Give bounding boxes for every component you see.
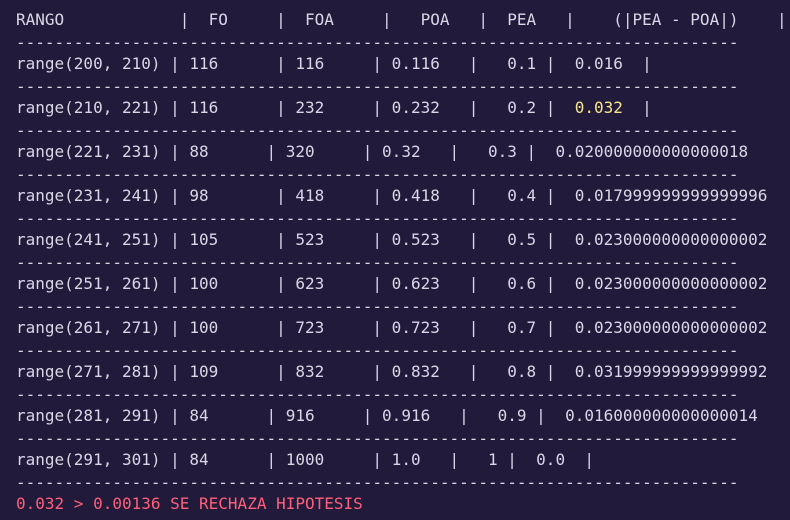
separator: ----------------------------------------… xyxy=(16,209,739,228)
table-row: range(271, 281) | 109 | 832 | 0.832 | 0.… xyxy=(16,362,768,381)
separator: ----------------------------------------… xyxy=(16,297,739,316)
separator: ----------------------------------------… xyxy=(16,165,739,184)
table-row: range(221, 231) | 88 | 320 | 0.32 | 0.3 … xyxy=(16,142,749,161)
diff-value: 0.017999999999999996 xyxy=(574,186,768,205)
table-row: range(210, 221) | 116 | 232 | 0.232 | 0.… xyxy=(16,98,652,117)
table-header: RANGO | FO | FOA | POA | PEA | (|PEA - P… xyxy=(16,10,787,29)
table-row: range(241, 251) | 105 | 523 | 0.523 | 0.… xyxy=(16,230,768,249)
diff-value: 0.0 xyxy=(536,450,566,469)
highlighted-max-value: 0.032 xyxy=(574,98,623,117)
diff-value: 0.031999999999999992 xyxy=(574,362,768,381)
diff-value: 0.023000000000000002 xyxy=(574,230,768,249)
separator: ----------------------------------------… xyxy=(16,473,739,492)
separator: ----------------------------------------… xyxy=(16,33,739,52)
separator: ----------------------------------------… xyxy=(16,77,739,96)
separator: ----------------------------------------… xyxy=(16,429,739,448)
diff-value: 0.016 xyxy=(574,54,623,73)
separator: ----------------------------------------… xyxy=(16,385,739,404)
separator: ----------------------------------------… xyxy=(16,121,739,140)
separator: ----------------------------------------… xyxy=(16,341,739,360)
diff-value: 0.016000000000000014 xyxy=(565,406,758,425)
diff-value: 0.023000000000000002 xyxy=(574,274,768,293)
table-row: range(261, 271) | 100 | 723 | 0.723 | 0.… xyxy=(16,318,768,337)
hypothesis-result: 0.032 > 0.00136 SE RECHAZA HIPOTESIS xyxy=(16,494,363,513)
diff-value: 0.023000000000000002 xyxy=(574,318,768,337)
table-row: range(200, 210) | 116 | 116 | 0.116 | 0.… xyxy=(16,54,652,73)
diff-value: 0.020000000000000018 xyxy=(555,142,749,161)
table-row: range(291, 301) | 84 | 1000 | 1.0 | 1 | … xyxy=(16,450,594,469)
separator: ----------------------------------------… xyxy=(16,253,739,272)
table-row: range(231, 241) | 98 | 418 | 0.418 | 0.4… xyxy=(16,186,768,205)
table-row: range(251, 261) | 100 | 623 | 0.623 | 0.… xyxy=(16,274,768,293)
table-row: range(281, 291) | 84 | 916 | 0.916 | 0.9… xyxy=(16,406,758,425)
